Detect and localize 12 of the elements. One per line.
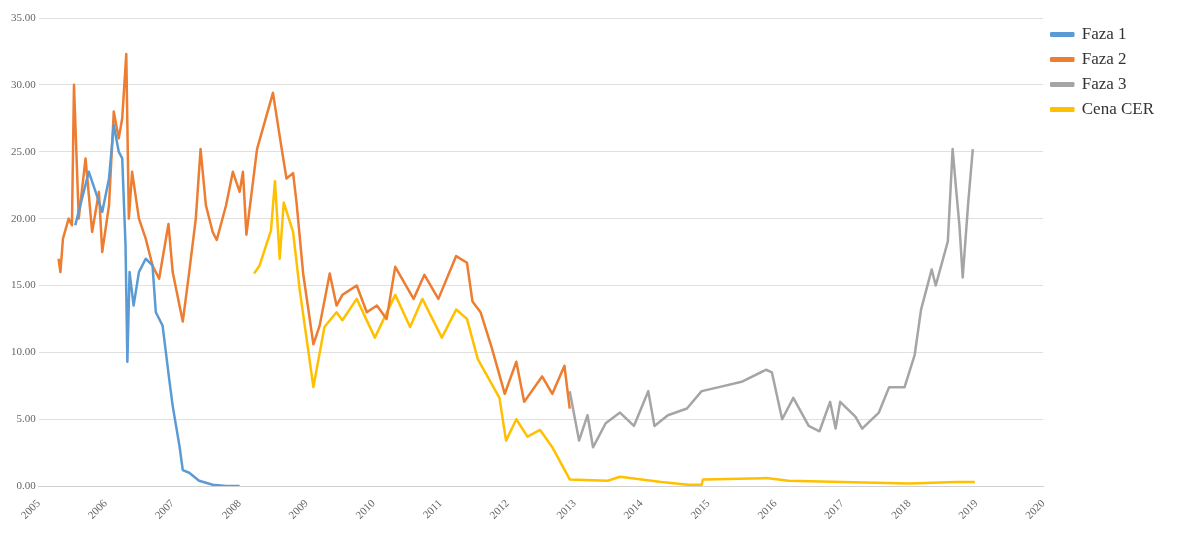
y-tick-label: 5.00 bbox=[16, 412, 37, 425]
y-tick-label: 0.00 bbox=[16, 479, 37, 491]
legend-label: Cena CER bbox=[1081, 98, 1155, 118]
legend-label: Faza 1 bbox=[1081, 23, 1127, 43]
y-tick-label: 30.00 bbox=[11, 77, 37, 90]
legend-label: Faza 3 bbox=[1081, 73, 1127, 93]
y-tick-label: 20.00 bbox=[11, 211, 37, 224]
y-tick-label: 15.00 bbox=[11, 278, 37, 291]
y-tick-label: 10.00 bbox=[11, 345, 37, 358]
legend-label: Faza 2 bbox=[1081, 48, 1127, 68]
y-tick-label: 25.00 bbox=[11, 144, 37, 157]
y-tick-label: 35.00 bbox=[11, 10, 37, 23]
